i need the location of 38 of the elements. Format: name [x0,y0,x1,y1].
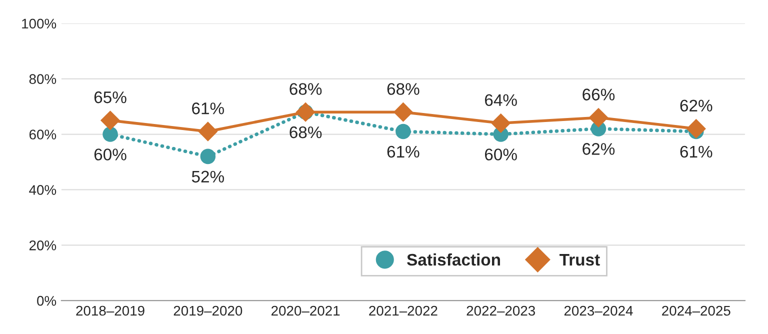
x-tick-label: 2022–2023 [466,306,535,316]
data-label: 68% [290,126,322,138]
point [686,118,706,139]
x-tick-label: 2023–2024 [564,306,633,316]
point [393,102,414,122]
y-tick-label: 80% [29,74,56,84]
data-label: 60% [485,148,517,160]
data-label: 65% [94,91,126,104]
point [100,110,120,130]
point [102,126,118,142]
x-tick-label: 2020–2021 [271,306,340,316]
data-label: 68% [290,83,322,95]
data-label: 61% [387,146,420,158]
x-tick-label: 2021–2022 [369,306,438,316]
data-label: 64% [485,94,517,106]
x-tick-label: 2018–2019 [76,306,144,316]
data-label: 62% [582,143,615,155]
y-tick-label: 60% [29,130,56,140]
data-label: 52% [192,170,224,183]
data-label: 62% [680,100,712,112]
legend-label: Trust [560,254,600,266]
y-tick-label: 0% [37,296,56,306]
data-label: 61% [192,102,224,114]
y-tick-label: 40% [29,185,56,195]
point [491,113,511,133]
x-tick-label: 2024–2025 [662,306,730,316]
data-label: 66% [582,88,615,100]
data-label: 68% [387,83,420,95]
data-label: 60% [94,148,126,160]
point [200,148,216,164]
legend-label: Satisfaction [407,253,500,266]
point [588,108,608,128]
data-label: 61% [680,146,712,158]
point [198,122,218,142]
x-tick-label: 2019–2020 [174,306,242,316]
point [396,124,411,140]
y-tick-label: 20% [29,240,56,250]
y-tick-label: 100% [22,18,56,29]
